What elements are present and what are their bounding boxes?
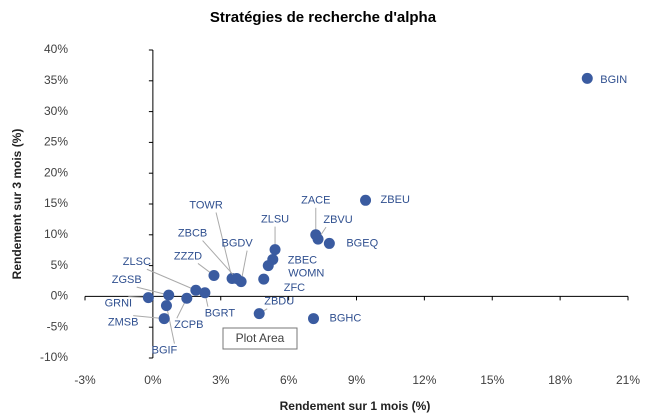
point-label: ZFC bbox=[284, 282, 305, 294]
point bbox=[142, 292, 154, 304]
point bbox=[360, 194, 372, 206]
x-axis-label: Rendement sur 1 mois (%) bbox=[280, 399, 431, 413]
point bbox=[190, 284, 202, 296]
x-tick-label: -3% bbox=[74, 373, 96, 387]
y-tick-label: 5% bbox=[51, 258, 69, 272]
point-label: ZBDU bbox=[264, 296, 294, 308]
point-label: BGDV bbox=[222, 238, 254, 250]
point bbox=[258, 273, 270, 285]
y-tick-label: 30% bbox=[44, 104, 68, 118]
y-axis-label: Rendement sur 3 mois (%) bbox=[10, 129, 24, 280]
leader-line bbox=[202, 240, 237, 279]
leader-line bbox=[215, 212, 233, 279]
point-label: ZGSB bbox=[112, 274, 142, 286]
point-label: ZCPB bbox=[174, 319, 203, 331]
point-label: ZLSU bbox=[261, 213, 289, 225]
point bbox=[163, 289, 175, 301]
leader-line bbox=[146, 268, 197, 291]
point-label: GRNI bbox=[105, 298, 133, 310]
point-label: BGRT bbox=[205, 308, 236, 320]
point-label: BGIF bbox=[152, 345, 178, 357]
leader-line bbox=[165, 305, 175, 344]
y-tick-label: 25% bbox=[44, 135, 68, 149]
point bbox=[158, 313, 170, 325]
y-tick-label: 35% bbox=[44, 73, 68, 87]
point-label: BGEQ bbox=[346, 237, 378, 249]
point-label: ZACE bbox=[301, 195, 330, 207]
point-label: TOWR bbox=[189, 199, 222, 211]
point bbox=[235, 276, 247, 288]
point-label: ZLSC bbox=[123, 256, 151, 268]
x-tick-label: 3% bbox=[212, 373, 230, 387]
point bbox=[323, 237, 335, 249]
point-label: ZBEU bbox=[381, 194, 410, 206]
x-tick-label: 12% bbox=[412, 373, 436, 387]
tooltip-box bbox=[222, 327, 298, 350]
point bbox=[262, 260, 274, 272]
point-label: ZBCB bbox=[178, 227, 207, 239]
point bbox=[181, 292, 193, 304]
x-tick-label: 15% bbox=[480, 373, 504, 387]
point-label: ZMSB bbox=[108, 316, 139, 328]
chart-title: Stratégies de recherche d'alpha bbox=[210, 9, 437, 26]
point-label: BGIN bbox=[600, 74, 627, 86]
point bbox=[308, 313, 320, 325]
x-tick-label: 6% bbox=[280, 373, 298, 387]
x-tick-label: 21% bbox=[616, 373, 640, 387]
y-tick-label: 0% bbox=[51, 289, 69, 303]
point-label: BGHC bbox=[330, 312, 362, 324]
point-label: ZBEC bbox=[288, 254, 317, 266]
point bbox=[199, 287, 211, 299]
y-tick-label: 40% bbox=[44, 42, 68, 56]
x-tick-label: 18% bbox=[548, 373, 572, 387]
point bbox=[253, 308, 265, 320]
y-tick-label: 20% bbox=[44, 165, 68, 179]
x-tick-label: 0% bbox=[144, 373, 162, 387]
y-tick-label: -5% bbox=[47, 319, 69, 333]
point-label: ZBVU bbox=[323, 214, 352, 226]
point-label: ZZZD bbox=[174, 250, 202, 262]
point bbox=[208, 269, 220, 281]
tooltip: Plot Area bbox=[236, 331, 285, 345]
y-tick-label: 15% bbox=[44, 196, 68, 210]
point bbox=[581, 72, 593, 84]
point bbox=[269, 244, 281, 256]
point bbox=[312, 233, 324, 245]
y-tick-label: 10% bbox=[44, 227, 68, 241]
y-tick-label: -10% bbox=[40, 350, 68, 364]
point bbox=[160, 300, 172, 312]
point-label: WOMN bbox=[288, 268, 324, 280]
x-tick-label: 9% bbox=[348, 373, 366, 387]
